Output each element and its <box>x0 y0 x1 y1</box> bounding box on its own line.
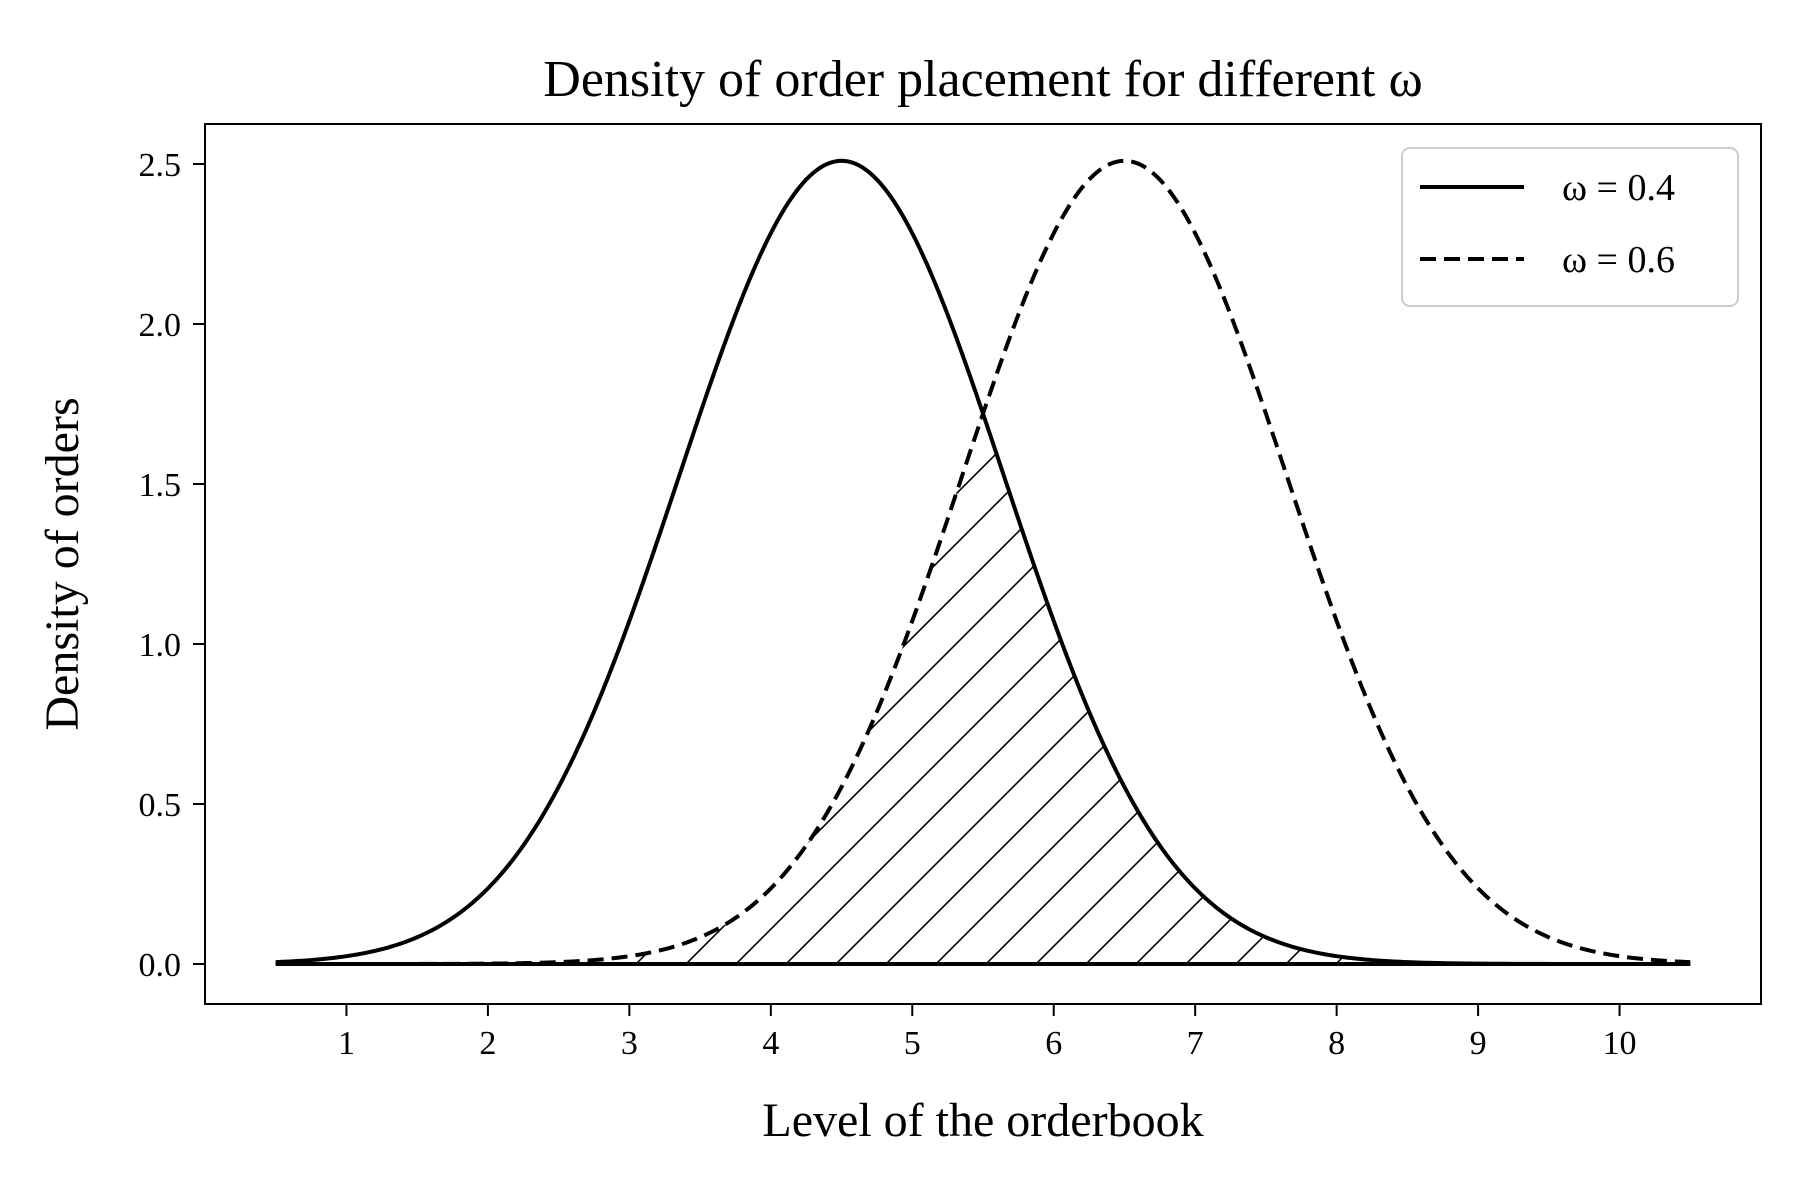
legend-label-omega-0-6: ω = 0.6 <box>1562 239 1675 281</box>
x-tick-label: 2 <box>479 1025 496 1062</box>
legend: ω = 0.4 ω = 0.6 <box>1401 147 1739 307</box>
x-axis-label: Level of the orderbook <box>762 1094 1203 1147</box>
y-tick-label: 2.5 <box>139 147 182 184</box>
plot-area <box>275 158 1691 966</box>
chart-title: Density of order placement for different… <box>543 51 1422 108</box>
plot-frame <box>204 123 1762 1005</box>
x-tick-label: 3 <box>621 1025 638 1062</box>
overlap-hatch-region <box>275 413 1691 964</box>
series-line-omega-0-6 <box>275 158 1691 966</box>
y-tick-label: 1.0 <box>139 627 182 664</box>
y-tick-label: 0.5 <box>139 787 182 824</box>
x-tick-label: 5 <box>904 1025 921 1062</box>
x-tick-label: 6 <box>1045 1025 1062 1062</box>
x-axis: 1 2 3 4 5 6 7 8 9 10 <box>338 1004 1637 1062</box>
x-tick-label: 9 <box>1470 1025 1487 1062</box>
x-tick-label: 1 <box>338 1025 355 1062</box>
legend-label-omega-0-4: ω = 0.4 <box>1562 167 1675 209</box>
x-tick-label: 4 <box>762 1025 779 1062</box>
x-tick-label: 10 <box>1603 1025 1637 1062</box>
y-tick-label: 1.5 <box>139 467 182 504</box>
x-tick-label: 7 <box>1187 1025 1204 1062</box>
y-axis: 0.0 0.5 1.0 1.5 2.0 2.5 <box>139 147 205 984</box>
x-tick-label: 8 <box>1328 1025 1345 1062</box>
y-axis-label: Density of orders <box>36 397 89 730</box>
y-tick-label: 2.0 <box>139 307 182 344</box>
y-tick-label: 0.0 <box>139 947 182 984</box>
